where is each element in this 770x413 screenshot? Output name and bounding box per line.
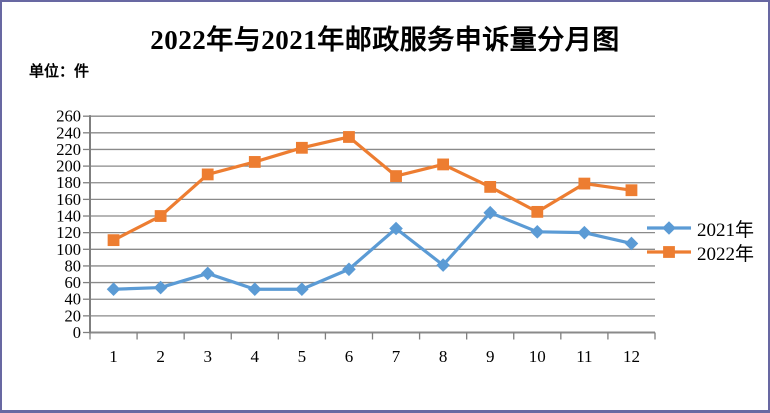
- legend-label-2021: 2021年: [697, 219, 755, 241]
- legend-swatch-2021-icon: [647, 221, 691, 235]
- legend-marker-2022年-icon: [663, 246, 675, 258]
- data-point-2022年-month-10: [531, 205, 544, 218]
- data-point-2022年-month-5: [295, 141, 308, 154]
- data-point-2022年-month-4: [248, 156, 261, 168]
- y-axis-tick-label: 140: [56, 207, 81, 226]
- y-axis-tick-label: 240: [56, 123, 81, 142]
- data-point-2021年-month-10: [530, 225, 545, 239]
- y-axis-tick-label: 40: [65, 290, 82, 309]
- y-axis-tick-label: 200: [56, 157, 81, 176]
- x-axis-tick-label: 3: [203, 347, 212, 366]
- data-point-2022年-month-12: [625, 184, 638, 197]
- x-axis-tick-label: 4: [251, 347, 260, 366]
- x-axis-tick-label: 2: [156, 347, 165, 366]
- x-axis-tick-label: 6: [345, 347, 354, 366]
- data-point-2021年-month-6: [342, 262, 356, 277]
- x-axis-tick-label: 9: [486, 347, 495, 366]
- data-point-2022年-month-9: [484, 181, 497, 193]
- legend-marker-2021年-icon: [662, 221, 676, 235]
- y-axis-tick-label: 100: [56, 240, 81, 259]
- y-axis-tick-label: 20: [65, 306, 82, 325]
- x-axis-tick-label: 10: [529, 347, 546, 366]
- legend: 2021年 2022年: [647, 217, 754, 265]
- data-point-2021年-month-3: [200, 266, 215, 281]
- data-point-2021年-month-2: [153, 280, 168, 295]
- data-point-2022年-month-6: [343, 131, 355, 143]
- data-point-2022年-month-1: [107, 234, 120, 247]
- x-axis-tick-label: 8: [439, 347, 448, 366]
- data-point-2021年-month-9: [483, 205, 498, 220]
- data-point-2021年-month-12: [624, 236, 639, 251]
- y-axis-tick-label: 0: [73, 323, 81, 342]
- data-point-2021年-month-8: [436, 258, 450, 272]
- y-axis-tick-label: 260: [56, 107, 81, 126]
- x-axis-tick-label: 7: [392, 347, 401, 366]
- y-axis-tick-label: 80: [65, 256, 82, 275]
- x-axis-tick-label: 12: [623, 347, 640, 366]
- series-2021年-line: [111, 211, 634, 291]
- data-point-2021年-month-4: [247, 282, 262, 297]
- unit-label: 单位：件: [29, 64, 90, 80]
- x-axis-tick-label: 11: [576, 347, 592, 366]
- data-point-2021年-month-7: [389, 221, 403, 236]
- x-axis-tick-label: 1: [109, 347, 118, 366]
- data-point-2021年-month-11: [577, 225, 592, 240]
- data-point-2021年-month-1: [106, 282, 121, 297]
- legend-item-2021: 2021年: [647, 217, 755, 241]
- y-axis-tick-label: 120: [56, 223, 81, 242]
- x-axis-tick-label: 5: [298, 347, 307, 366]
- data-point-2021年-month-5: [295, 282, 309, 297]
- y-axis-tick-label: 180: [56, 173, 81, 192]
- y-axis-tick-label: 220: [56, 140, 81, 159]
- chart-title: 2022年与2021年邮政服务申诉量分月图: [150, 25, 620, 55]
- y-axis-tick-label: 60: [65, 273, 82, 292]
- data-point-2022年-month-2: [154, 210, 167, 222]
- data-point-2022年-month-11: [578, 177, 591, 190]
- legend-label-2022: 2022年: [697, 243, 755, 265]
- series-2022年-line: [111, 135, 634, 242]
- legend-item-2022: 2022年: [647, 241, 755, 265]
- data-point-2022年-month-8: [437, 158, 450, 171]
- data-point-2022年-month-7: [390, 170, 402, 182]
- y-axis-tick-label: 160: [56, 190, 81, 209]
- data-point-2022年-month-3: [201, 168, 214, 181]
- legend-swatch-2022-icon: [647, 246, 691, 258]
